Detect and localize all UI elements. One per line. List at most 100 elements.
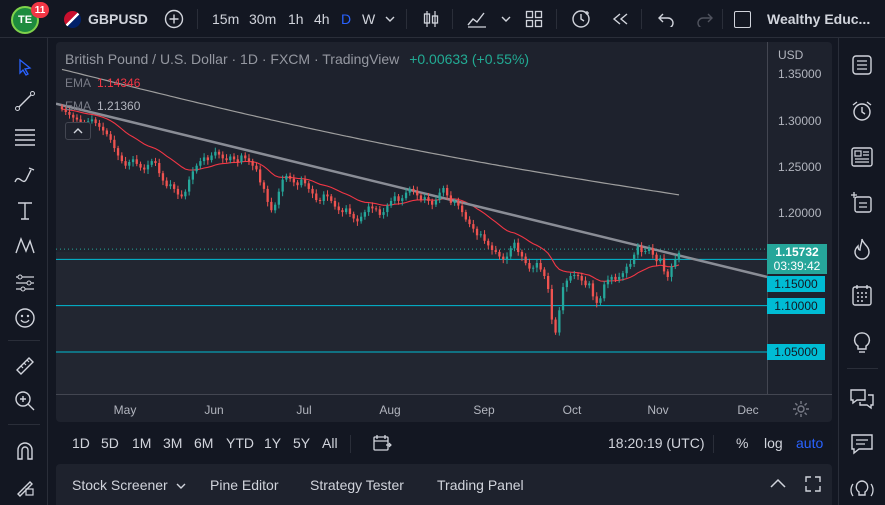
range-1d[interactable]: 1D xyxy=(72,435,90,451)
percent-scale-toggle[interactable]: % xyxy=(736,435,749,451)
pattern-tool-icon[interactable] xyxy=(10,231,40,261)
range-5y[interactable]: 5Y xyxy=(293,435,311,451)
price-axis-currency[interactable]: USD xyxy=(778,48,804,62)
candle-body xyxy=(614,276,617,280)
tab-stock-screener[interactable]: Stock Screener xyxy=(72,477,168,493)
candles-chart-type-icon[interactable] xyxy=(421,0,441,38)
messages-icon[interactable] xyxy=(847,429,877,459)
cursor-arrow-icon[interactable] xyxy=(10,52,40,82)
chart-settings-gear-icon[interactable] xyxy=(792,400,810,422)
candle-body xyxy=(606,279,610,285)
indicators-dropdown-chevron-icon[interactable] xyxy=(500,0,512,38)
trend-line-icon[interactable] xyxy=(10,86,40,116)
chart-pane[interactable]: British Pound / U.S. Dollar · 1D · FXCM … xyxy=(56,42,832,422)
price-axis[interactable]: USD 1.35000 1.30000 1.25000 1.20000 xyxy=(767,42,832,394)
candle-body xyxy=(595,296,598,303)
go-to-date-icon[interactable] xyxy=(372,434,392,457)
candle-body xyxy=(236,159,239,163)
candle-body xyxy=(674,259,677,267)
auto-scale-toggle[interactable]: auto xyxy=(796,435,824,451)
interval-w[interactable]: W xyxy=(362,11,376,27)
candle-body xyxy=(143,167,146,170)
hotlist-fire-icon[interactable] xyxy=(847,234,877,264)
brush-icon[interactable] xyxy=(10,160,40,190)
time-tick: Aug xyxy=(379,403,401,417)
symbol-description: British Pound / U.S. Dollar · 1D · FXCM … xyxy=(65,51,400,67)
ema-fast-legend[interactable]: EMA 1.14346 xyxy=(65,76,140,90)
candle-body xyxy=(255,165,258,170)
add-symbol-button[interactable] xyxy=(164,0,184,38)
range-1m[interactable]: 1M xyxy=(132,435,152,451)
time-axis[interactable]: May Jun Jul Aug Sep Oct Nov Dec xyxy=(56,394,832,422)
candle-body xyxy=(75,117,79,120)
emoji-smile-icon[interactable] xyxy=(10,303,40,333)
range-1y[interactable]: 1Y xyxy=(264,435,282,451)
undo-icon[interactable] xyxy=(657,0,675,38)
price-tick: 1.20000 xyxy=(778,206,822,220)
watchlist-icon[interactable] xyxy=(847,50,877,80)
range-6m[interactable]: 6M xyxy=(194,435,214,451)
maximize-panel-icon[interactable] xyxy=(804,475,822,498)
interval-dropdown-chevron-icon[interactable] xyxy=(384,0,396,38)
candle-body xyxy=(453,201,456,203)
layout-grid-icon[interactable] xyxy=(525,0,543,38)
interval-d[interactable]: D xyxy=(341,11,352,27)
interval-15m[interactable]: 15m xyxy=(212,11,240,27)
interval-4h[interactable]: 4h xyxy=(314,11,330,27)
candle-body xyxy=(636,246,639,255)
candle-body xyxy=(416,190,419,196)
tab-trading-panel[interactable]: Trading Panel xyxy=(437,477,524,493)
layout-select-checkbox[interactable] xyxy=(734,0,751,38)
interval-30m[interactable]: 30m xyxy=(249,11,277,27)
candle-body xyxy=(225,158,228,161)
toolbar-divider xyxy=(556,9,557,29)
redo-icon[interactable] xyxy=(696,0,714,38)
candle-body xyxy=(109,134,112,140)
calendar-icon[interactable] xyxy=(847,280,877,310)
price-chart-canvas[interactable] xyxy=(56,42,767,394)
candle-body xyxy=(176,188,180,195)
candle-body xyxy=(408,188,411,193)
news-icon[interactable] xyxy=(847,142,877,172)
toolbar-divider xyxy=(847,368,878,369)
candle-body xyxy=(374,208,378,210)
bar-countdown: 03:39:42 xyxy=(773,259,821,273)
ema-slow-legend[interactable]: EMA 1.21360 xyxy=(65,99,140,113)
chevron-down-icon[interactable] xyxy=(175,479,187,497)
collapse-panel-chevron-up-icon[interactable] xyxy=(768,476,788,495)
candle-body xyxy=(509,248,512,257)
indicators-icon[interactable] xyxy=(466,0,488,38)
alarm-clock-icon[interactable] xyxy=(847,96,877,126)
candle-body xyxy=(300,179,303,186)
text-tool-icon[interactable] xyxy=(10,196,40,226)
utc-clock[interactable]: 18:20:19 (UTC) xyxy=(608,435,705,451)
zoom-in-icon[interactable] xyxy=(10,386,40,416)
account-layout-name[interactable]: Wealthy Educ... xyxy=(767,11,871,27)
candle-body xyxy=(221,154,224,159)
candle-body xyxy=(345,208,348,213)
range-5d[interactable]: 5D xyxy=(101,435,119,451)
fib-retracement-icon[interactable] xyxy=(10,122,40,152)
alert-clock-icon[interactable] xyxy=(570,0,592,38)
forecast-tool-icon[interactable] xyxy=(10,268,40,298)
add-list-icon[interactable] xyxy=(847,188,877,218)
chats-icon[interactable] xyxy=(847,384,877,414)
range-ytd[interactable]: YTD xyxy=(226,435,254,451)
ruler-measure-icon[interactable] xyxy=(10,351,40,381)
candle-body xyxy=(382,212,385,215)
help-bulb-icon[interactable] xyxy=(847,475,877,505)
replay-rewind-icon[interactable] xyxy=(610,0,630,38)
symbol-search-button[interactable]: GBPUSD xyxy=(88,11,148,27)
candle-body xyxy=(296,182,299,186)
tab-strategy-tester[interactable]: Strategy Tester xyxy=(310,477,404,493)
interval-1h[interactable]: 1h xyxy=(288,11,304,27)
collapse-legend-button[interactable] xyxy=(65,122,91,140)
magnet-icon[interactable] xyxy=(10,436,40,466)
ideas-lightbulb-icon[interactable] xyxy=(847,328,877,358)
range-all[interactable]: All xyxy=(322,435,338,451)
log-scale-toggle[interactable]: log xyxy=(764,435,783,451)
candle-body xyxy=(281,179,284,192)
lock-drawing-icon[interactable] xyxy=(10,472,40,502)
tab-pine-editor[interactable]: Pine Editor xyxy=(210,477,279,493)
range-3m[interactable]: 3M xyxy=(163,435,183,451)
